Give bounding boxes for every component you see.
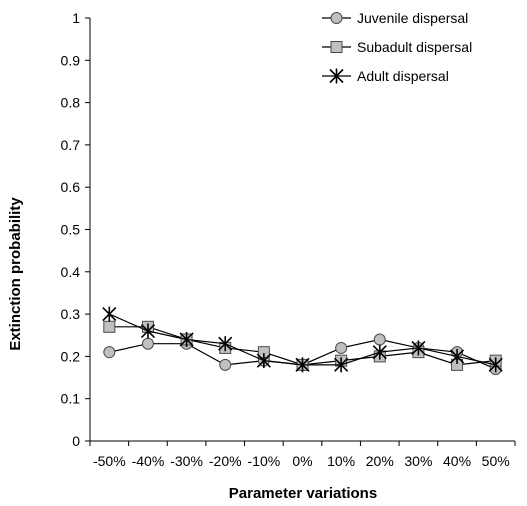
data-point: [218, 336, 233, 352]
series-line: [109, 313, 496, 366]
ticks: 0 0.1 0.2 0.3 0.4 0.5 0.6 0.7 0.8 0.9 1 -50% -40% -30…: [61, 10, 516, 469]
legend-label: Juvenile dispersal: [357, 10, 468, 26]
y-tick-label: 0.9: [61, 52, 81, 68]
legend: Juvenile dispersal Subadult dispersal Adul…: [322, 10, 472, 84]
y-tick-label: 0: [72, 433, 80, 449]
x-axis-title: Parameter variations: [229, 485, 377, 502]
series-asterisk: [102, 306, 503, 373]
series-layer: [102, 306, 503, 376]
y-tick-label: 0.7: [61, 137, 81, 153]
data-point: [256, 353, 271, 369]
data-point: [102, 306, 117, 322]
data-point: [103, 346, 116, 359]
x-tick-label: -10%: [248, 453, 281, 469]
data-point: [373, 333, 386, 346]
data-point: [334, 357, 349, 373]
x-tick-label: 50%: [482, 453, 510, 469]
legend-label: Subadult dispersal: [357, 39, 472, 55]
legend-item: Subadult dispersal: [322, 39, 472, 55]
legend-marker: [329, 68, 344, 84]
axes: [89, 18, 515, 442]
data-point: [449, 348, 465, 364]
x-tick-label: -40%: [132, 453, 165, 469]
legend-label: Adult dispersal: [357, 68, 449, 84]
y-tick-label: 0.1: [61, 391, 81, 407]
data-point: [141, 337, 154, 350]
legend-marker: [330, 41, 343, 53]
data-point: [219, 358, 232, 371]
x-tick-label: -30%: [170, 453, 203, 469]
x-tick-label: -20%: [209, 453, 242, 469]
y-tick-label: 1: [72, 10, 80, 26]
x-tick-label: 10%: [327, 453, 355, 469]
data-point: [179, 331, 194, 347]
y-tick-label: 0.4: [61, 264, 81, 280]
x-tick-label: 30%: [404, 453, 432, 469]
x-tick-label: 20%: [366, 453, 394, 469]
y-tick-label: 0.3: [61, 306, 81, 322]
x-tick-label: 40%: [443, 453, 471, 469]
legend-item: Adult dispersal: [322, 68, 449, 84]
legend-marker: [330, 12, 343, 24]
data-point: [140, 323, 156, 339]
y-axis-title: Extinction probability: [7, 197, 24, 351]
y-tick-label: 0.6: [61, 179, 81, 195]
data-point: [335, 341, 348, 354]
x-tick-label: 0%: [292, 453, 312, 469]
data-point: [372, 344, 387, 360]
legend-item: Juvenile dispersal: [322, 10, 468, 26]
y-tick-label: 0.8: [61, 95, 81, 111]
y-tick-label: 0.5: [61, 222, 81, 238]
data-point: [103, 320, 116, 333]
x-tick-label: -50%: [93, 453, 126, 469]
data-point: [411, 340, 426, 356]
data-point: [295, 357, 310, 373]
data-point: [488, 357, 503, 373]
y-tick-label: 0.2: [61, 348, 81, 364]
